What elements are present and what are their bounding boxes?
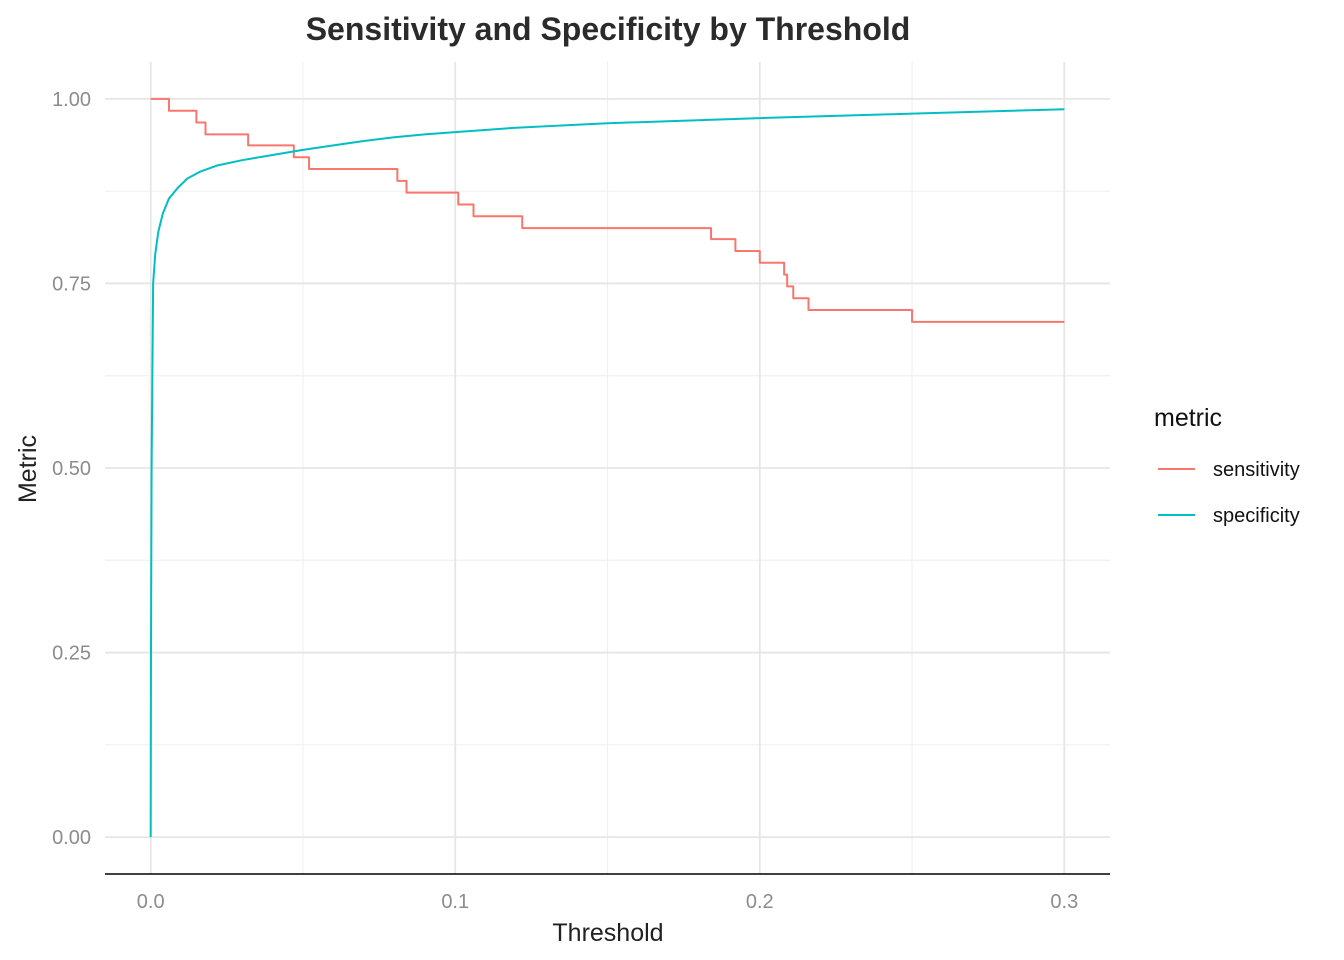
x-tick-label: 0.0 (137, 891, 165, 913)
y-tick-label: 0.50 (52, 458, 91, 480)
plot-series (149, 97, 1065, 838)
x-axis-title: Threshold (552, 919, 663, 947)
tick-labels: 0.0 0.1 0.2 0.3 0.00 0.25 0.50 0.75 1.00 (52, 89, 1078, 913)
y-tick-label: 0.75 (52, 273, 91, 295)
chart-title: Sensitivity and Specificity by Threshold (306, 11, 911, 47)
y-tick-label: 0.25 (52, 643, 91, 665)
y-axis-title: Metric (14, 435, 42, 503)
y-tick-label: 0.00 (52, 827, 91, 849)
x-tick-label: 0.3 (1050, 891, 1078, 913)
legend-items: sensitivity specificity (1158, 459, 1300, 527)
legend-title: metric (1154, 404, 1222, 432)
x-tick-label: 0.2 (746, 891, 774, 913)
legend-item: specificity (1158, 505, 1300, 527)
legend-label-sensitivity: sensitivity (1213, 459, 1300, 481)
x-tick-label: 0.1 (441, 891, 469, 913)
grid (105, 62, 1110, 874)
legend-label-specificity: specificity (1213, 505, 1300, 527)
series-line-sensitivity (150, 97, 1065, 323)
legend: metric sensitivity specificity (1154, 404, 1300, 527)
y-tick-label: 1.00 (52, 89, 91, 111)
legend-item: sensitivity (1158, 459, 1300, 481)
series-line-specificity (149, 108, 1065, 838)
